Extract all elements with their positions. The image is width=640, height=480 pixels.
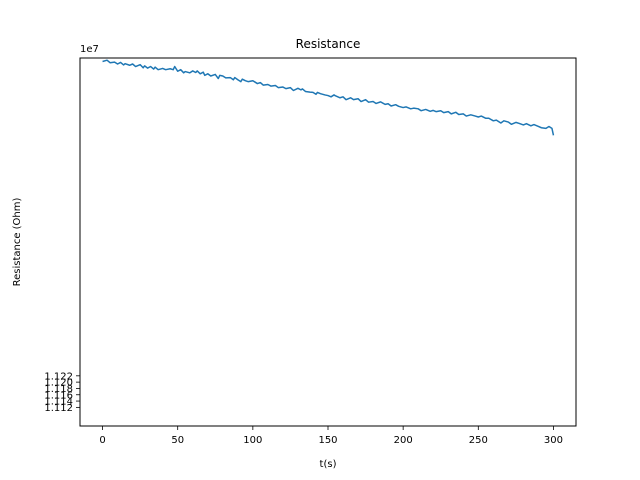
- axes-frame: [79, 57, 577, 427]
- y-tick-label: 1.118: [44, 384, 73, 395]
- y-axis-offset-text: 1e7: [80, 44, 99, 55]
- plot-layer: [102, 59, 555, 136]
- y-tick-label: 1.114: [44, 397, 73, 408]
- x-tick-label: 0: [99, 435, 105, 446]
- y-tick-label: 1.116: [44, 390, 73, 401]
- x-axis-ticks: 0 50 100 150 200 250 300: [99, 426, 563, 446]
- x-axis-label: t(s): [320, 459, 337, 470]
- y-tick-label: 1.122: [44, 371, 73, 382]
- y-tick-label: 1.112: [44, 403, 73, 414]
- y-tick-label: 1.120: [44, 378, 73, 389]
- x-tick-label: 300: [544, 435, 563, 446]
- x-tick-label: 100: [243, 435, 262, 446]
- chart-title: Resistance: [296, 37, 361, 51]
- x-tick-label: 200: [394, 435, 413, 446]
- x-tick-label: 150: [318, 435, 337, 446]
- x-tick-label: 250: [469, 435, 488, 446]
- resistance-series-line: [102, 59, 555, 136]
- y-axis-label: Resistance (Ohm): [12, 197, 23, 286]
- x-tick-label: 50: [171, 435, 184, 446]
